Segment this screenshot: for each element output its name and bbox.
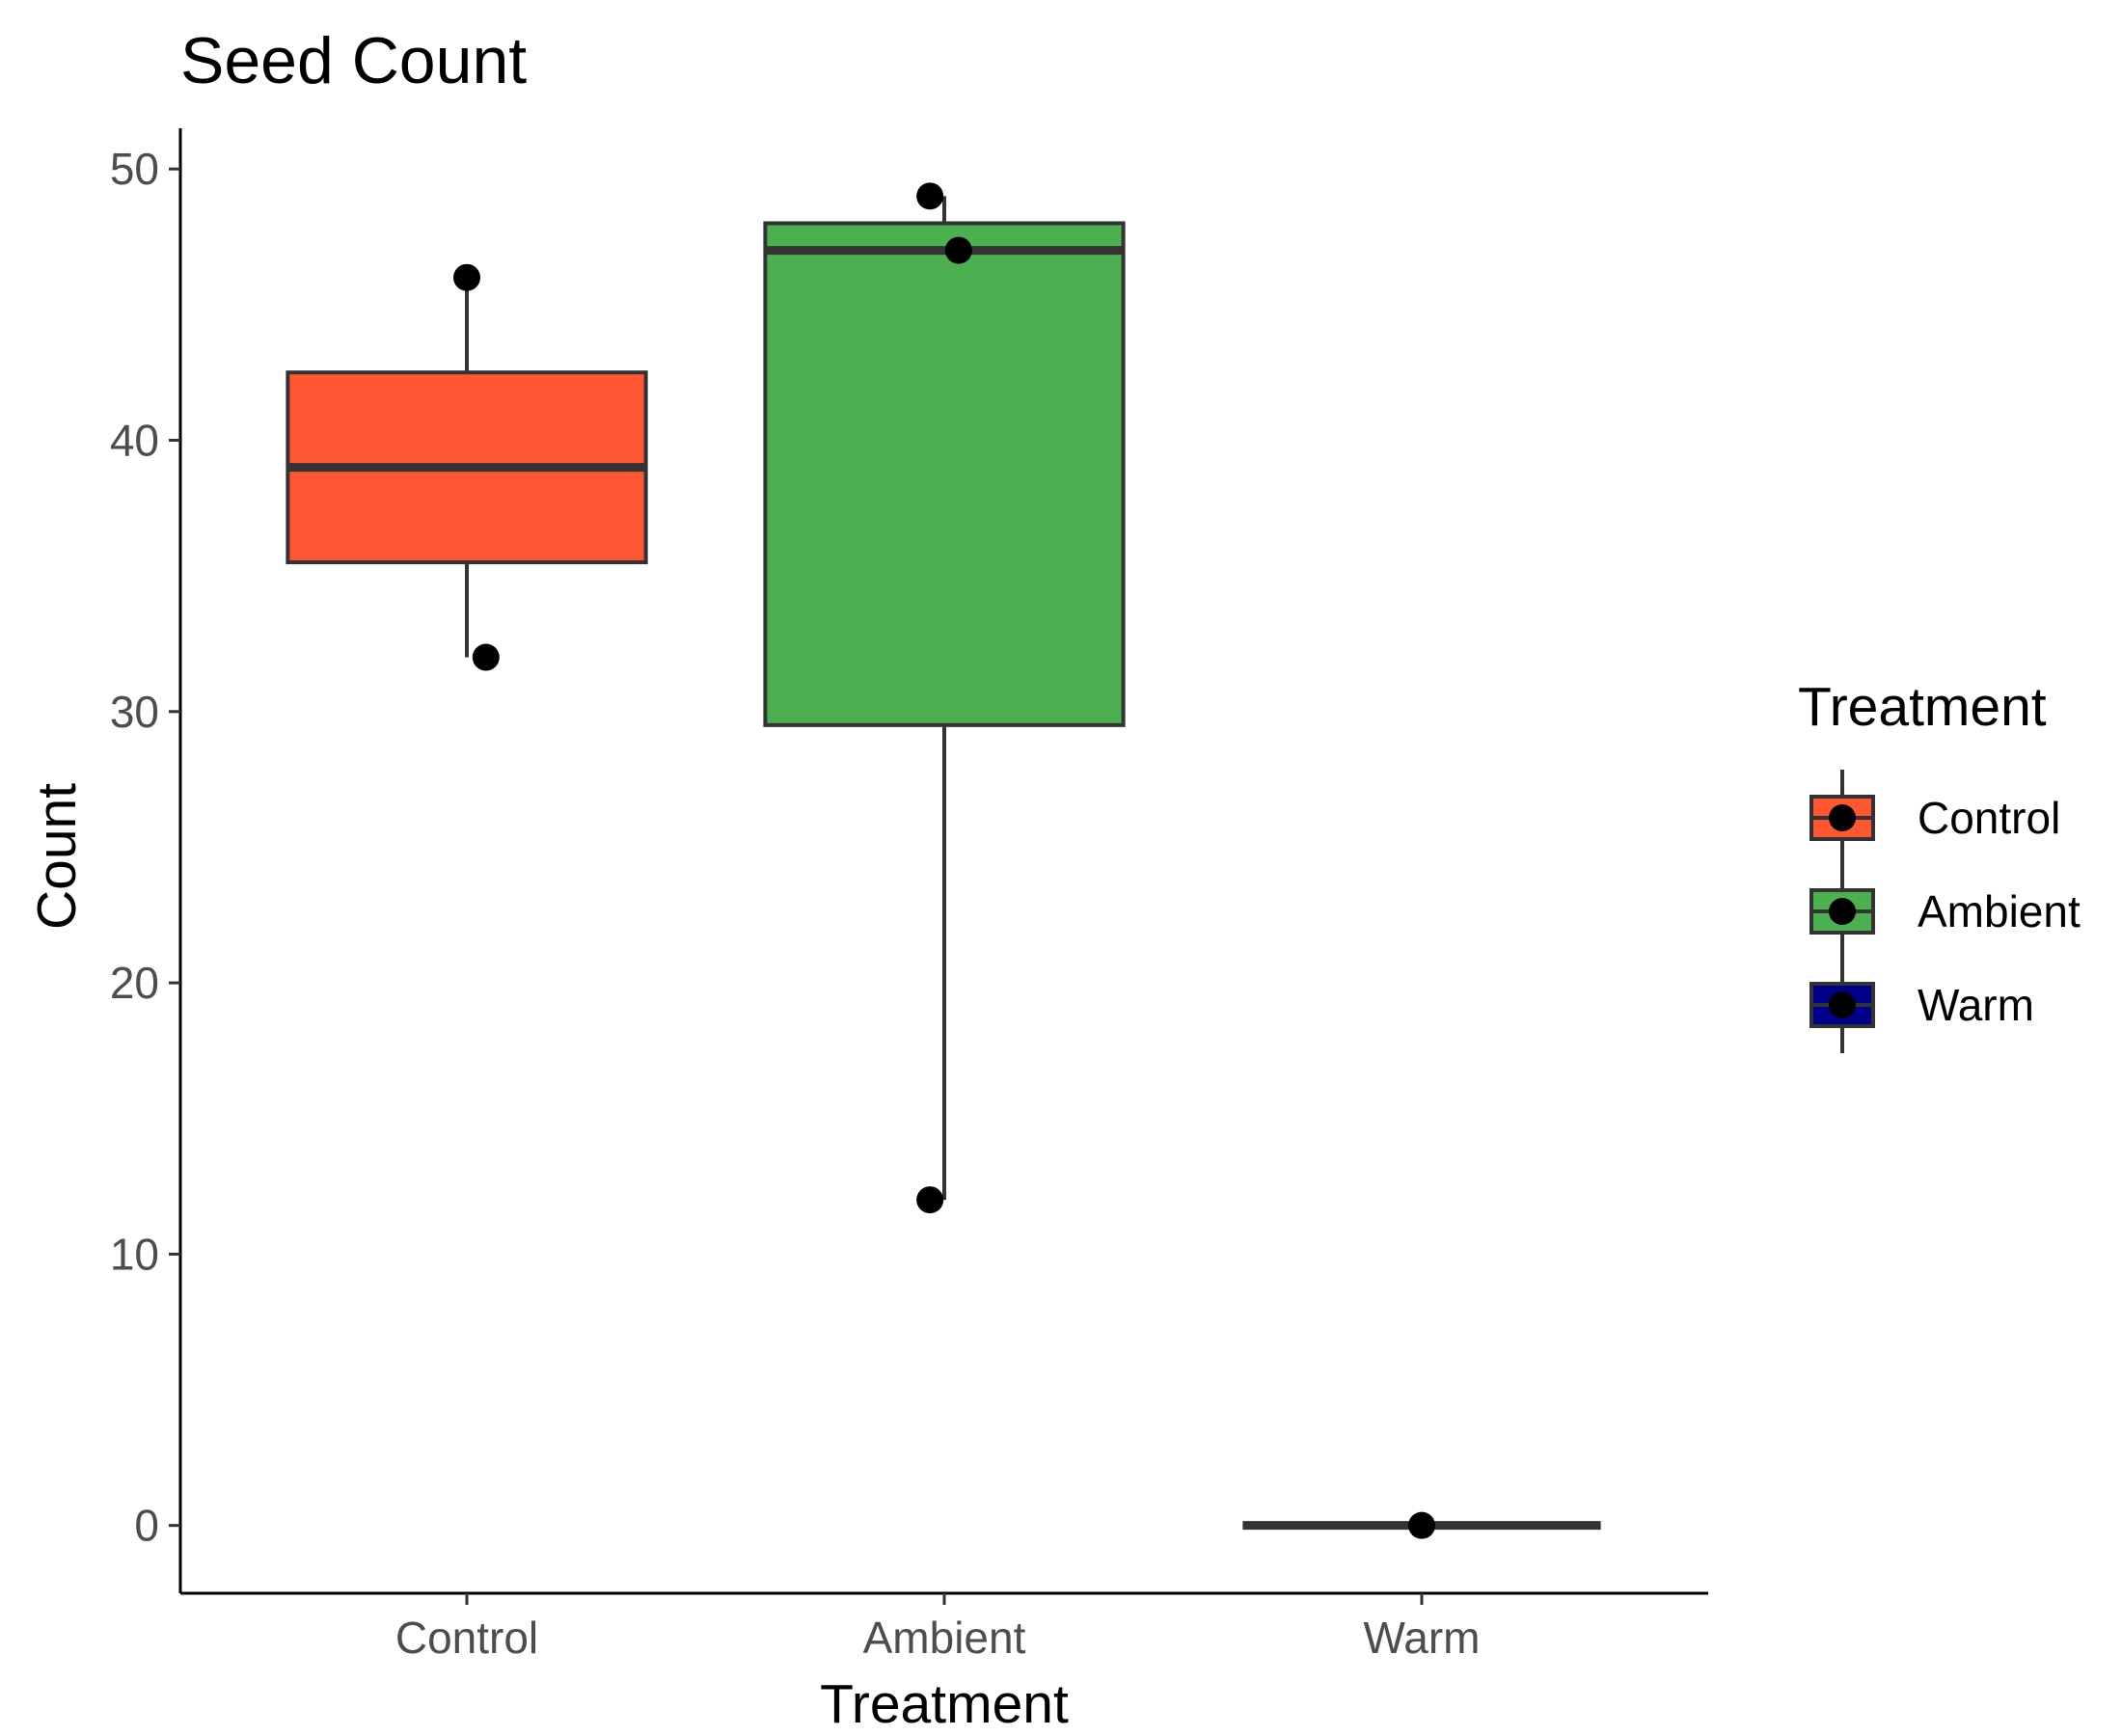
legend-entry-ambient: Ambient <box>1809 863 2081 960</box>
x-axis-title: Treatment <box>820 1673 1069 1735</box>
y-tick-label: 20 <box>110 958 159 1008</box>
legend-title: Treatment <box>1798 676 2047 738</box>
chart-title: Seed Count <box>180 24 527 97</box>
y-tick-label: 50 <box>110 144 159 194</box>
legend-entry-control: Control <box>1809 770 2060 866</box>
x-tick-label: Control <box>395 1613 538 1663</box>
legend-key-point <box>1829 804 1856 831</box>
legend-key-point <box>1829 991 1856 1018</box>
plot-area <box>286 182 1601 1539</box>
legend-key-point <box>1829 898 1856 925</box>
y-tick-label: 30 <box>110 687 159 737</box>
box-control <box>286 277 648 658</box>
box-body <box>763 221 1126 727</box>
data-point <box>916 182 944 210</box>
x-tick-label: Ambient <box>863 1613 1026 1663</box>
y-tick-label: 0 <box>134 1501 159 1551</box>
legend-label: Warm <box>1918 980 2034 1030</box>
x-tick-label: Warm <box>1364 1613 1481 1663</box>
legend-label: Ambient <box>1918 886 2081 936</box>
legend-entry-warm: Warm <box>1809 957 2034 1053</box>
data-point <box>472 643 500 671</box>
legend: Treatment Control Ambient Warm <box>1798 676 2081 1053</box>
data-point <box>453 263 480 291</box>
data-point <box>944 236 972 264</box>
data-point <box>916 1186 944 1214</box>
box-ambient <box>763 196 1126 1201</box>
y-tick-label: 40 <box>110 415 159 465</box>
axes: 0 10 20 30 40 50 Control Ambient Warm <box>110 128 1708 1663</box>
legend-label: Control <box>1918 793 2060 843</box>
data-point <box>1408 1511 1435 1539</box>
y-axis-title: Count <box>26 783 88 930</box>
y-tick-label: 10 <box>110 1229 159 1279</box>
